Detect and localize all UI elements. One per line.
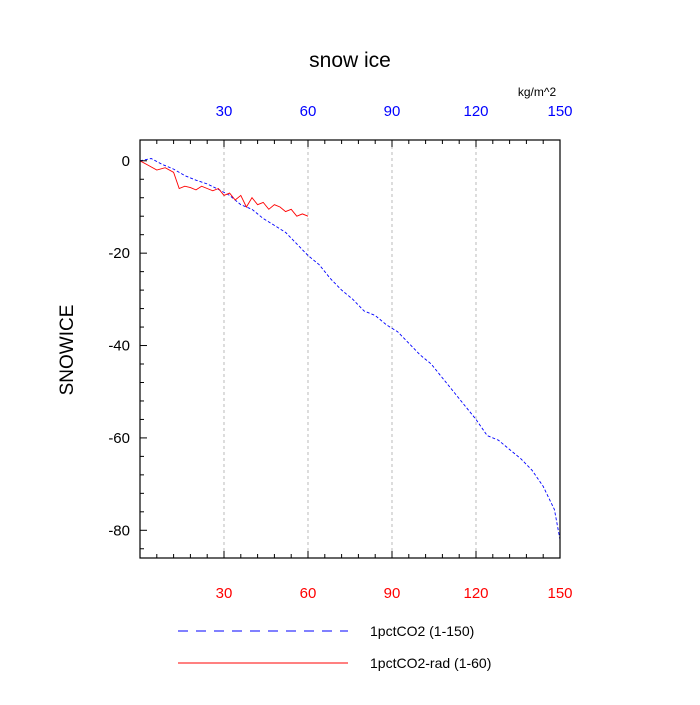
bottom-tick-label: 60 [300,585,317,602]
top-tick-label: 60 [300,103,317,120]
legend: 1pctCO2 (1-150) 1pctCO2-rad (1-60) [178,623,491,671]
y-tick-label: 0 [122,153,130,170]
bottom-tick-label: 30 [216,585,233,602]
series-line-1pctCO2 [139,158,561,540]
plot-frame [139,139,561,559]
units-label: kg/m^2 [518,85,557,99]
legend-label-1pctCO2-rad: 1pctCO2-rad (1-60) [370,655,491,671]
bottom-tick-label: 120 [463,585,488,602]
bottom-tick-label: 150 [547,585,572,602]
y-tick-label: -40 [108,338,130,355]
top-tick-label: 150 [547,103,572,120]
y-tick-label: -80 [108,522,130,539]
chart-title: snow ice [309,49,391,72]
y-axis-label: SNOWICE [57,305,78,396]
y-tick-label: -60 [108,430,130,447]
grid [223,140,477,558]
series-layer [139,158,561,540]
ticks: 30 60 90 120 150 30 60 90 120 150 0 -20 -40 -60 -80 [108,103,572,602]
top-tick-label: 120 [463,103,488,120]
series-line-1pctCO2-rad [139,160,309,217]
top-tick-label: 30 [216,103,233,120]
bottom-tick-label: 90 [384,585,401,602]
top-tick-label: 90 [384,103,401,120]
legend-label-1pctCO2: 1pctCO2 (1-150) [370,623,474,639]
y-tick-label: -20 [108,245,130,262]
